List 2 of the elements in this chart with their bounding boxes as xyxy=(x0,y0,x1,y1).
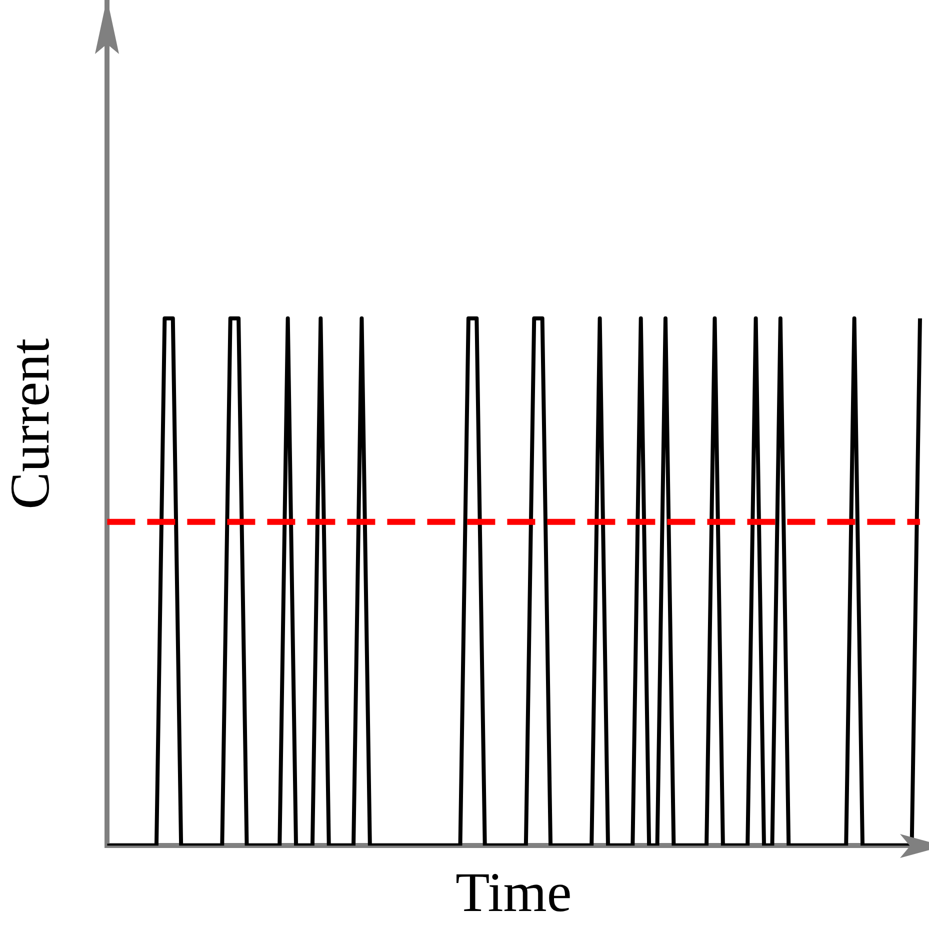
x-axis-title: Time xyxy=(455,862,572,924)
y-axis-title: Current xyxy=(0,338,62,510)
